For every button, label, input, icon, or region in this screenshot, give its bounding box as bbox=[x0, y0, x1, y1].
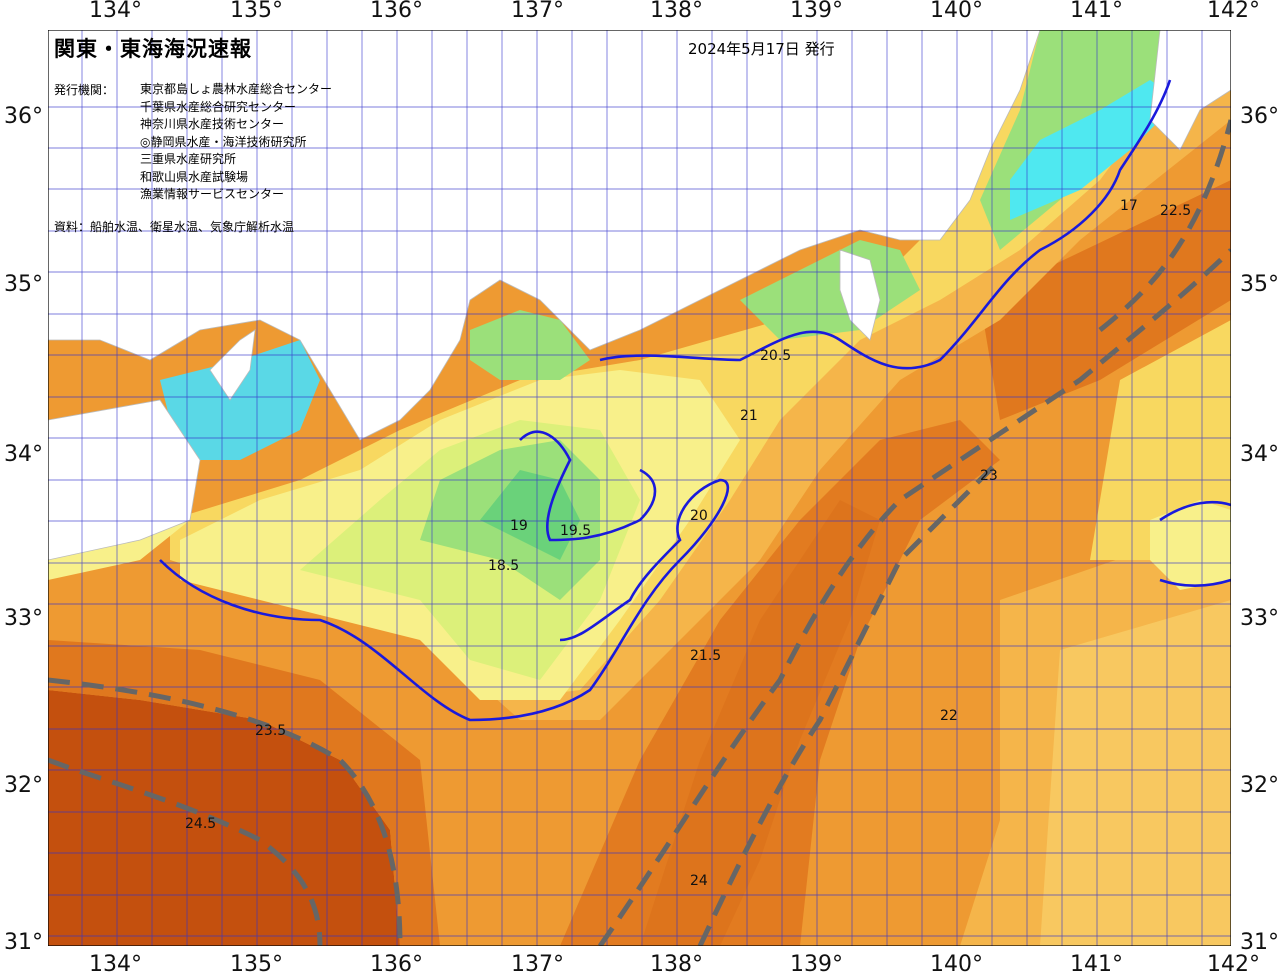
water-mass-23-west bbox=[48, 640, 440, 946]
source-note: 資料：船舶水温、衛星水温、気象庁解析水温 bbox=[54, 220, 295, 234]
lon-label-141-bottom: 141° bbox=[1070, 952, 1123, 977]
agency-item: 三重県水産研究所 bbox=[140, 152, 237, 166]
contour-label-20: 20 bbox=[690, 508, 708, 524]
lat-label-36-right: 36° bbox=[1240, 104, 1279, 129]
contour-label-17: 17 bbox=[1120, 198, 1138, 214]
lon-label-137-top: 137° bbox=[511, 0, 564, 23]
lat-label-33-right: 33° bbox=[1240, 606, 1279, 631]
water-mass-19-osaka bbox=[160, 340, 320, 460]
agency-heading: 発行機関： bbox=[54, 83, 115, 97]
land-izu bbox=[839, 249, 881, 341]
kuroshio-axis bbox=[48, 119, 1231, 946]
lon-label-136-bottom: 136° bbox=[370, 952, 423, 977]
lat-label-31-right: 31° bbox=[1240, 930, 1279, 955]
water-mass-24-west bbox=[48, 690, 400, 946]
lon-label-140-top: 140° bbox=[930, 0, 983, 23]
water-mass-21-5-east bbox=[1040, 600, 1231, 946]
agency-item: 千葉県水産総合研究センター bbox=[140, 99, 297, 114]
lon-label-139-bottom: 139° bbox=[790, 952, 843, 977]
water-mass-17-kanto bbox=[1010, 80, 1180, 220]
contour-label-19: 19 bbox=[510, 518, 528, 534]
contour-label-22-5: 22.5 bbox=[1160, 203, 1191, 219]
issue-date: 2024年5月17日 発行 bbox=[688, 40, 835, 58]
contour-label-22: 22 bbox=[940, 708, 958, 724]
lon-label-142-top: 142° bbox=[1207, 0, 1260, 23]
lat-label-32-left: 32° bbox=[4, 773, 43, 798]
agency-list: 東京都島しょ農林水産総合センター 千葉県水産総合研究センター 神奈川県水産技術セ… bbox=[140, 81, 332, 204]
lat-label-31-left: 31° bbox=[4, 930, 43, 955]
contour-label-21-5: 21.5 bbox=[690, 648, 721, 664]
lat-label-34-left: 34° bbox=[4, 442, 43, 467]
lon-label-141-top: 141° bbox=[1070, 0, 1123, 23]
lat-label-35-left: 35° bbox=[4, 272, 43, 297]
agency-item: 漁業情報サービスセンター bbox=[140, 187, 285, 201]
lon-label-134-top: 134° bbox=[89, 0, 142, 23]
lon-label-138-top: 138° bbox=[650, 0, 703, 23]
isotherm-bold bbox=[159, 79, 1231, 722]
contour-labels: 17 18.5 19 19.5 20 20.5 21 21.5 22 22.5 … bbox=[185, 198, 1191, 889]
lon-label-142-bottom: 142° bbox=[1207, 952, 1260, 977]
contour-label-21: 21 bbox=[740, 408, 758, 424]
agency-item: 神奈川県水産技術センター bbox=[140, 117, 285, 131]
lon-label-136-top: 136° bbox=[370, 0, 423, 23]
lon-label-140-bottom: 140° bbox=[930, 952, 983, 977]
water-mass-19-5-ise bbox=[470, 310, 590, 380]
lat-label-32-right: 32° bbox=[1240, 773, 1279, 798]
lon-label-134-bottom: 134° bbox=[89, 952, 142, 977]
lon-label-135-top: 135° bbox=[230, 0, 283, 23]
agency-item: ◎静岡県水産・海洋技術研究所 bbox=[140, 134, 307, 149]
contour-label-24: 24 bbox=[690, 873, 708, 889]
lat-label-36-left: 36° bbox=[4, 104, 43, 129]
water-mass-23-northeast bbox=[980, 180, 1231, 420]
water-mass-20-5-east bbox=[1090, 320, 1231, 560]
land-chiba bbox=[1149, 30, 1231, 151]
contour-label-23-5: 23.5 bbox=[255, 723, 286, 739]
land-awaji bbox=[209, 329, 256, 401]
lat-label-35-right: 35° bbox=[1240, 272, 1279, 297]
contour-label-18-5: 18.5 bbox=[488, 558, 519, 574]
contour-label-24-5: 24.5 bbox=[185, 816, 216, 832]
agency-item: 和歌山県水産試験場 bbox=[140, 169, 249, 184]
lon-label-139-top: 139° bbox=[790, 0, 843, 23]
agency-item: 東京都島しょ農林水産総合センター bbox=[140, 82, 333, 96]
lon-label-135-bottom: 135° bbox=[230, 952, 283, 977]
sea-temperature-map: 17 18.5 19 19.5 20 20.5 21 21.5 22 22.5 … bbox=[48, 30, 1231, 946]
land-honshu bbox=[48, 30, 1041, 441]
water-mass-20-east-eddy bbox=[1150, 500, 1231, 590]
map-title: 関東・東海海況速報 bbox=[54, 37, 252, 61]
contour-label-19-5: 19.5 bbox=[560, 523, 591, 539]
graticule bbox=[48, 30, 1231, 946]
lat-label-33-left: 33° bbox=[4, 606, 43, 631]
lat-label-34-right: 34° bbox=[1240, 442, 1279, 467]
lon-label-138-bottom: 138° bbox=[650, 952, 703, 977]
contour-label-23: 23 bbox=[980, 468, 998, 484]
contour-label-20-5: 20.5 bbox=[760, 348, 791, 364]
lon-label-137-bottom: 137° bbox=[511, 952, 564, 977]
